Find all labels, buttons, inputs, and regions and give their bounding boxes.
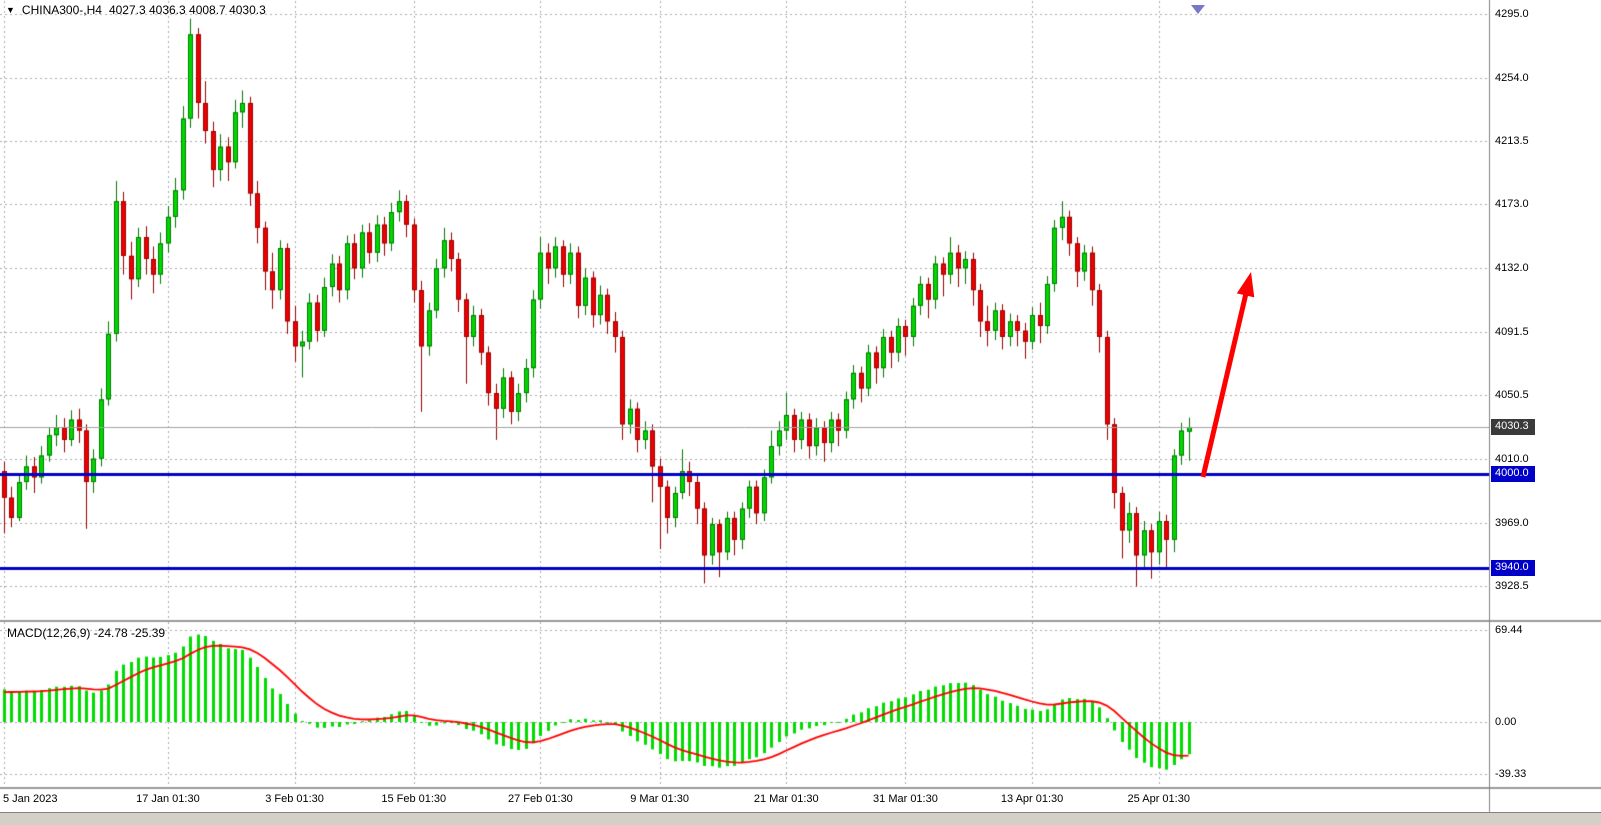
level-price-badge: 3940.0 (1491, 559, 1535, 576)
price-tick-label: 4254.0 (1495, 72, 1529, 84)
chart-shift-marker-icon[interactable] (1191, 5, 1205, 14)
time-tick-label: 27 Feb 01:30 (507, 793, 573, 805)
price-tick-label: 4050.5 (1495, 389, 1529, 402)
macd-indicator-label: MACD(12,26,9) -24.78 -25.39 (7, 626, 166, 640)
time-tick-label: 21 Mar 01:30 (753, 793, 819, 805)
symbol-header: ▼ CHINA300-,H4 4027.3 4036.3 4008.7 4030… (6, 3, 266, 17)
price-tick-label: 4173.0 (1495, 198, 1529, 211)
time-tick-label: 17 Jan 01:30 (136, 793, 200, 805)
time-tick-label: 31 Mar 01:30 (873, 793, 938, 805)
price-tick-label: 4132.0 (1495, 262, 1529, 275)
symbol-ohlc: 4027.3 4036.3 4008.7 4030.3 (108, 3, 266, 17)
price-tick-label: 3969.0 (1495, 516, 1529, 529)
time-tick-label: 13 Apr 01:30 (1000, 793, 1064, 805)
price-tick-label: 4010.0 (1495, 452, 1529, 465)
current-price-badge: 4030.3 (1491, 418, 1535, 435)
macd-tick-label: 0.00 (1495, 716, 1517, 728)
status-strip (0, 812, 1601, 825)
price-tick-label: 4295.0 (1495, 8, 1529, 21)
price-axis[interactable]: 4295.0 4254.0 4213.5 4173.0 4132.0 4091.5 4050… (1490, 0, 1601, 812)
level-price-badge: 4000.0 (1491, 466, 1535, 483)
time-tick-label: 9 Mar 01:30 (630, 793, 689, 805)
time-tick-label: 15 Feb 01:30 (381, 793, 447, 805)
time-tick-label: 3 Feb 01:30 (265, 793, 324, 805)
macd-tick-label: 69.44 (1495, 623, 1523, 636)
symbol-title: CHINA300-,H4 (21, 3, 102, 17)
time-tick-label: 5 Jan 2023 (3, 793, 58, 805)
symbol-dropdown-icon[interactable]: ▼ (6, 5, 15, 15)
macd-tick-label: -39.33 (1495, 768, 1527, 781)
time-tick-label: 25 Apr 01:30 (1127, 793, 1190, 805)
time-axis[interactable]: 5 Jan 2023 17 Jan 01:30 3 Feb 01:30 15 Feb … (0, 789, 1489, 811)
price-tick-label: 4213.5 (1495, 135, 1529, 148)
price-tick-label: 4091.5 (1495, 325, 1529, 338)
price-tick-label: 3928.5 (1495, 579, 1529, 592)
